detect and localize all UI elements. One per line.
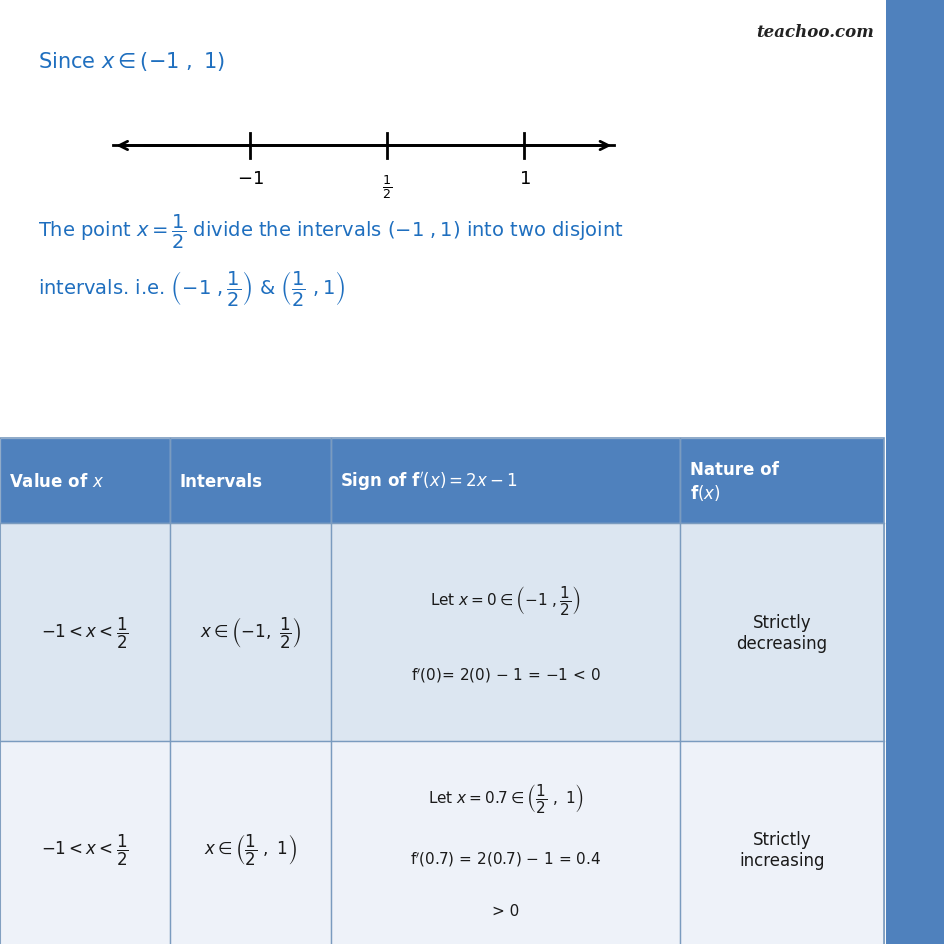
Text: Let $x = 0 \in \left(-1\ ,\dfrac{1}{2}\right)$: Let $x = 0 \in \left(-1\ ,\dfrac{1}{2}\r… (430, 583, 581, 615)
Text: $-1 < x < \dfrac{1}{2}$: $-1 < x < \dfrac{1}{2}$ (42, 615, 128, 650)
Text: intervals. i.e. $\left(-1\ ,\dfrac{1}{2}\right)$ & $\left(\dfrac{1}{2}\ ,1\right: intervals. i.e. $\left(-1\ ,\dfrac{1}{2}… (38, 268, 345, 308)
Text: Strictly
increasing: Strictly increasing (738, 830, 824, 869)
Text: Since $x \in (-1\ ,\ 1)$: Since $x \in (-1\ ,\ 1)$ (38, 50, 225, 73)
Bar (170, 741, 330, 944)
Bar (170, 524, 330, 741)
Text: Intervals: Intervals (179, 472, 262, 491)
Text: $x \in \left(\dfrac{1}{2}\ ,\ 1\right)$: $x \in \left(\dfrac{1}{2}\ ,\ 1\right)$ (204, 832, 296, 868)
Text: Strictly
decreasing: Strictly decreasing (735, 613, 827, 652)
Bar (0, 439, 883, 944)
Bar (330, 439, 680, 524)
Text: > 0: > 0 (492, 903, 518, 919)
Bar (170, 439, 330, 524)
Bar (680, 741, 883, 944)
Text: Nature of
f$(x)$: Nature of f$(x)$ (689, 461, 778, 502)
Text: $x \in \left(-1,\ \dfrac{1}{2}\right)$: $x \in \left(-1,\ \dfrac{1}{2}\right)$ (199, 615, 301, 650)
Text: $-1$: $-1$ (237, 170, 263, 188)
Text: The point $x = \dfrac{1}{2}$ divide the intervals $(-1\ , 1)$ into two disjoint: The point $x = \dfrac{1}{2}$ divide the … (38, 212, 623, 250)
Bar (0, 439, 170, 524)
Text: Let $x = 0.7 \in \left(\dfrac{1}{2}\ ,\ 1\right)$: Let $x = 0.7 \in \left(\dfrac{1}{2}\ ,\ … (427, 782, 583, 814)
Bar (680, 439, 883, 524)
Text: f$'$(0.7) = 2(0.7) $-$ 1 = 0.4: f$'$(0.7) = 2(0.7) $-$ 1 = 0.4 (410, 850, 600, 868)
Text: f$'$(0)= 2(0) $-$ 1 = $-$1 < 0: f$'$(0)= 2(0) $-$ 1 = $-$1 < 0 (411, 666, 599, 684)
Text: Value of $x$: Value of $x$ (9, 472, 105, 491)
Text: $-1 < x < \dfrac{1}{2}$: $-1 < x < \dfrac{1}{2}$ (42, 832, 128, 868)
Bar (0, 741, 170, 944)
Bar (680, 524, 883, 741)
Text: $1$: $1$ (518, 170, 530, 188)
Text: teachoo.com: teachoo.com (755, 24, 873, 41)
Text: $\frac{1}{2}$: $\frac{1}{2}$ (382, 173, 392, 200)
Bar (330, 524, 680, 741)
Bar (330, 741, 680, 944)
Bar (0, 524, 170, 741)
Bar (885, 0, 944, 944)
Text: Sign of f$'$$(x) = 2x - 1$: Sign of f$'$$(x) = 2x - 1$ (340, 470, 517, 493)
